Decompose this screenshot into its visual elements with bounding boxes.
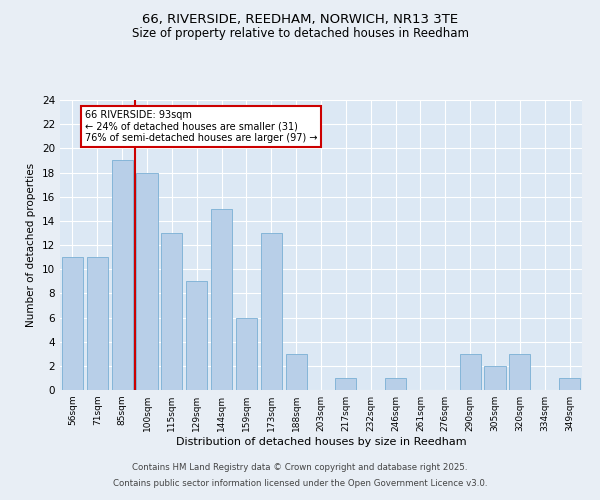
Text: 66 RIVERSIDE: 93sqm
← 24% of detached houses are smaller (31)
76% of semi-detach: 66 RIVERSIDE: 93sqm ← 24% of detached ho… — [85, 110, 317, 143]
Text: 66, RIVERSIDE, REEDHAM, NORWICH, NR13 3TE: 66, RIVERSIDE, REEDHAM, NORWICH, NR13 3T… — [142, 12, 458, 26]
Bar — [62, 257, 83, 390]
Bar — [509, 354, 530, 390]
Bar — [211, 209, 232, 390]
Bar — [261, 233, 282, 390]
Bar — [484, 366, 506, 390]
Bar — [236, 318, 257, 390]
Text: Contains HM Land Registry data © Crown copyright and database right 2025.: Contains HM Land Registry data © Crown c… — [132, 464, 468, 472]
Text: Contains public sector information licensed under the Open Government Licence v3: Contains public sector information licen… — [113, 478, 487, 488]
Bar — [87, 257, 108, 390]
Bar — [335, 378, 356, 390]
Bar — [136, 172, 158, 390]
Bar — [385, 378, 406, 390]
Bar — [559, 378, 580, 390]
Bar — [112, 160, 133, 390]
Bar — [460, 354, 481, 390]
Bar — [286, 354, 307, 390]
Y-axis label: Number of detached properties: Number of detached properties — [26, 163, 37, 327]
X-axis label: Distribution of detached houses by size in Reedham: Distribution of detached houses by size … — [176, 437, 466, 447]
Text: Size of property relative to detached houses in Reedham: Size of property relative to detached ho… — [131, 28, 469, 40]
Bar — [161, 233, 182, 390]
Bar — [186, 281, 207, 390]
